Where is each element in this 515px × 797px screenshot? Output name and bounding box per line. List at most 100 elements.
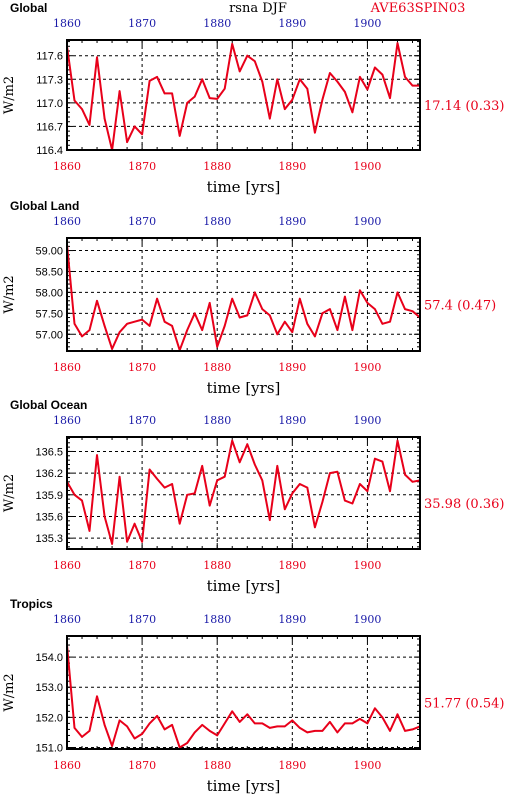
x-tick-label: 1860 — [53, 361, 81, 374]
data-point — [238, 316, 241, 319]
panels-group: 116.4 116.7 117.0 117.3 117.6 1860 1860 1870 187… — [2, 1, 504, 795]
data-point — [268, 314, 271, 317]
data-point — [81, 499, 83, 502]
y-axis-label: W/m2 — [2, 673, 17, 711]
data-point — [284, 108, 286, 110]
x-tick-label: 1870 — [128, 361, 156, 374]
y-tick-label: 58.50 — [35, 266, 63, 278]
series-line — [66, 439, 421, 545]
data-point — [299, 727, 301, 729]
data-point — [366, 490, 369, 492]
variable-label: rsna DJF — [229, 1, 287, 16]
x-tick-label: 1900 — [353, 759, 381, 772]
data-point — [73, 322, 76, 325]
data-point — [111, 543, 113, 545]
data-point — [103, 515, 106, 518]
data-point — [156, 297, 158, 300]
x-axis-label: time [yrs] — [207, 379, 281, 397]
data-point — [103, 724, 106, 726]
data-point — [389, 730, 391, 732]
data-point — [171, 483, 173, 485]
data-point — [306, 87, 309, 90]
data-point — [374, 66, 376, 69]
plot-frame — [66, 436, 421, 550]
x-tick-label-top: 1880 — [203, 613, 231, 626]
run-id-label: AVE63SPIN03 — [370, 1, 466, 16]
x-tick-label: 1870 — [128, 759, 156, 772]
x-tick-label-top: 1890 — [278, 414, 306, 427]
data-point — [111, 348, 113, 350]
data-point — [186, 742, 188, 744]
data-point — [81, 736, 83, 738]
x-tick-label-top: 1860 — [53, 215, 81, 228]
data-point — [111, 745, 113, 747]
data-point — [118, 90, 121, 92]
data-point — [261, 479, 264, 482]
data-point — [133, 125, 136, 128]
panel-1: 116.4 116.7 117.0 117.3 117.6 1860 1860 1870 187… — [2, 1, 504, 196]
data-point — [268, 117, 271, 120]
data-point — [238, 70, 241, 73]
x-tick-label: 1880 — [203, 759, 231, 772]
data-point — [141, 318, 143, 321]
x-tick-label-top: 1900 — [353, 613, 381, 626]
y-tick-label: 151.0 — [35, 742, 63, 754]
data-point — [366, 302, 369, 304]
x-tick-label-top: 1900 — [353, 414, 381, 427]
data-point — [231, 297, 234, 300]
data-point — [231, 439, 234, 442]
data-point — [73, 99, 76, 102]
data-point — [193, 95, 196, 98]
data-point — [396, 439, 399, 442]
data-point — [351, 502, 354, 505]
data-point — [261, 722, 264, 725]
data-point — [359, 76, 361, 78]
x-tick-label: 1880 — [203, 160, 231, 173]
x-tick-label-top: 1870 — [128, 414, 156, 427]
data-point — [96, 299, 98, 302]
y-tick-label: 117.0 — [36, 98, 63, 110]
x-tick-label: 1880 — [203, 361, 231, 374]
plot-frame — [66, 39, 421, 151]
x-tick-label: 1870 — [128, 559, 156, 572]
data-point — [148, 325, 151, 327]
data-point — [186, 102, 188, 104]
data-point — [404, 308, 406, 310]
y-tick-label: 117.3 — [36, 74, 63, 86]
data-point — [291, 331, 294, 333]
panel-3: 135.3 135.6 135.9 136.2 136.5 1860 1860 1870 187… — [2, 398, 504, 595]
data-point — [156, 478, 158, 480]
data-point — [253, 722, 256, 725]
data-point — [306, 486, 309, 489]
data-point — [374, 308, 376, 310]
data-point — [299, 297, 301, 300]
y-tick-label: 136.5 — [35, 446, 63, 458]
x-tick-label-top: 1900 — [353, 215, 381, 228]
x-tick-label-top: 1890 — [278, 613, 306, 626]
data-point — [396, 291, 399, 294]
data-point — [208, 504, 211, 507]
data-point — [193, 492, 196, 495]
data-point — [381, 322, 384, 325]
data-point — [96, 454, 98, 456]
data-point — [276, 333, 279, 336]
data-point — [389, 320, 391, 323]
data-point — [103, 117, 106, 120]
plot-frame — [66, 237, 421, 352]
data-point — [171, 92, 173, 95]
data-point — [186, 329, 188, 331]
data-point — [216, 98, 219, 100]
data-point — [374, 707, 376, 710]
data-point — [223, 475, 226, 478]
x-tick-label: 1900 — [353, 559, 381, 572]
data-point — [73, 727, 76, 729]
data-point — [344, 91, 346, 93]
data-point — [284, 725, 286, 728]
panel-2: 57.00 57.50 58.00 58.50 59.00 1860 1860 1870 187… — [2, 199, 496, 397]
data-point — [411, 728, 414, 731]
data-point — [261, 80, 264, 83]
data-point — [381, 460, 384, 463]
x-tick-label: 1900 — [353, 361, 381, 374]
data-point — [329, 721, 331, 723]
data-point — [374, 457, 376, 460]
